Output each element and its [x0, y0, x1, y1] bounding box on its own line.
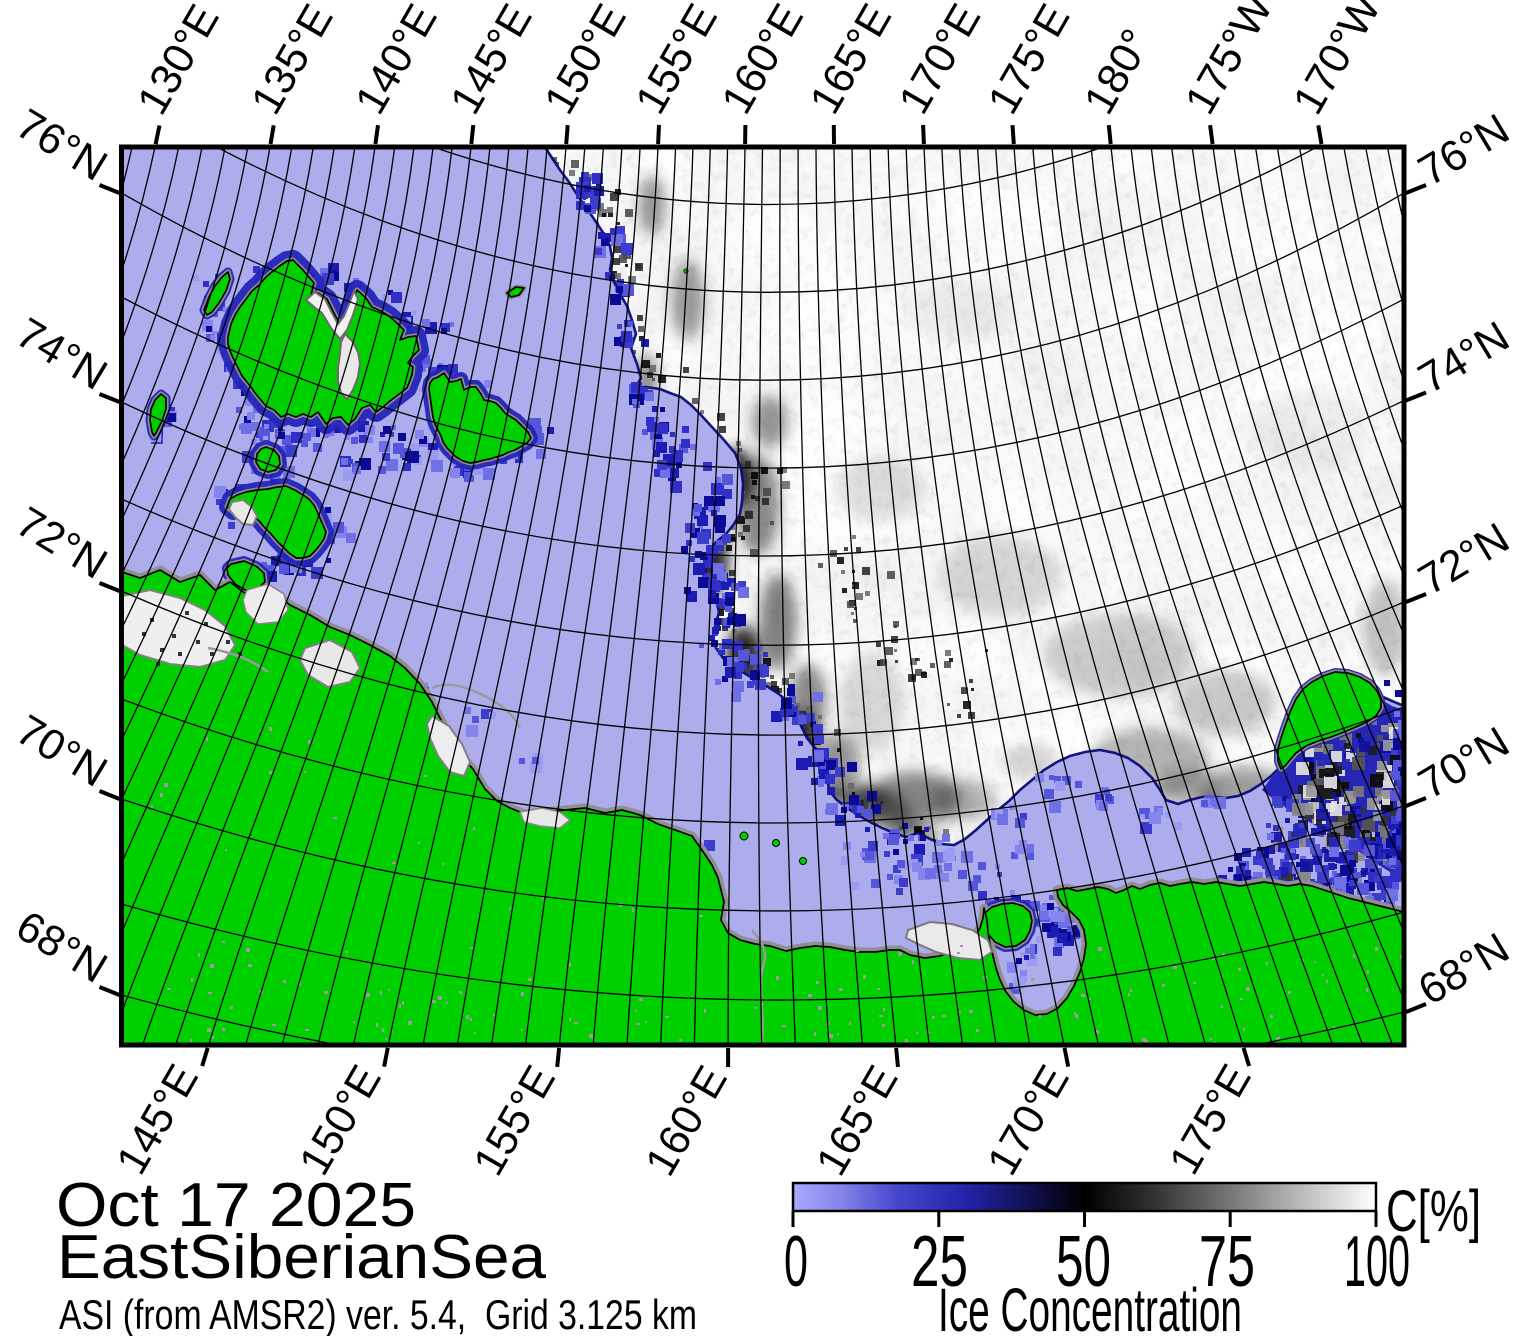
svg-text:68°N: 68°N	[1410, 924, 1517, 1015]
svg-text:165°E: 165°E	[807, 1058, 907, 1184]
svg-text:70°N: 70°N	[1410, 718, 1517, 809]
svg-text:145°E: 145°E	[107, 1057, 207, 1183]
svg-text:175°W: 175°W	[1176, 0, 1283, 122]
svg-text:150°E: 150°E	[290, 1057, 390, 1183]
svg-text:76°N: 76°N	[1410, 105, 1517, 196]
svg-text:74°N: 74°N	[8, 309, 115, 400]
svg-text:76°N: 76°N	[8, 100, 115, 191]
svg-text:100: 100	[1344, 1222, 1410, 1302]
svg-text:145°E: 145°E	[441, 0, 541, 122]
svg-text:EastSiberianSea: EastSiberianSea	[57, 1223, 547, 1292]
svg-text:170°W: 170°W	[1284, 0, 1391, 122]
svg-text:70°N: 70°N	[8, 706, 115, 797]
svg-text:165°E: 165°E	[801, 0, 901, 122]
svg-text:72°N: 72°N	[1410, 514, 1517, 605]
svg-text:Oct 17 2025: Oct 17 2025	[56, 1171, 416, 1240]
svg-text:72°N: 72°N	[8, 498, 115, 589]
svg-text:68°N: 68°N	[8, 902, 115, 993]
svg-text:130°E: 130°E	[128, 0, 228, 123]
svg-text:155°E: 155°E	[464, 1058, 564, 1184]
svg-text:175°E: 175°E	[979, 0, 1079, 122]
svg-text:74°N: 74°N	[1410, 312, 1517, 403]
svg-text:75: 75	[1199, 1222, 1255, 1302]
svg-text:150°E: 150°E	[535, 0, 635, 122]
svg-text:180°: 180°	[1075, 21, 1161, 122]
svg-text:170°E: 170°E	[890, 0, 990, 122]
svg-text:25: 25	[911, 1222, 968, 1302]
svg-text:C[%]: C[%]	[1386, 1179, 1481, 1244]
svg-text:135°E: 135°E	[242, 0, 342, 122]
svg-text:Ice Concentration: Ice Concentration	[938, 1276, 1242, 1336]
svg-text:ASI (from AMSR2) ver. 5.4, Gr: ASI (from AMSR2) ver. 5.4, Grid 3.125 km	[59, 1291, 697, 1336]
svg-text:175°E: 175°E	[1160, 1057, 1260, 1183]
svg-text:140°E: 140°E	[346, 0, 446, 122]
svg-text:170°E: 170°E	[978, 1057, 1078, 1183]
svg-text:0: 0	[784, 1222, 808, 1302]
svg-text:160°E: 160°E	[636, 1058, 736, 1184]
svg-text:155°E: 155°E	[626, 0, 726, 122]
svg-text:160°E: 160°E	[713, 0, 813, 122]
svg-text:50: 50	[1056, 1222, 1111, 1302]
